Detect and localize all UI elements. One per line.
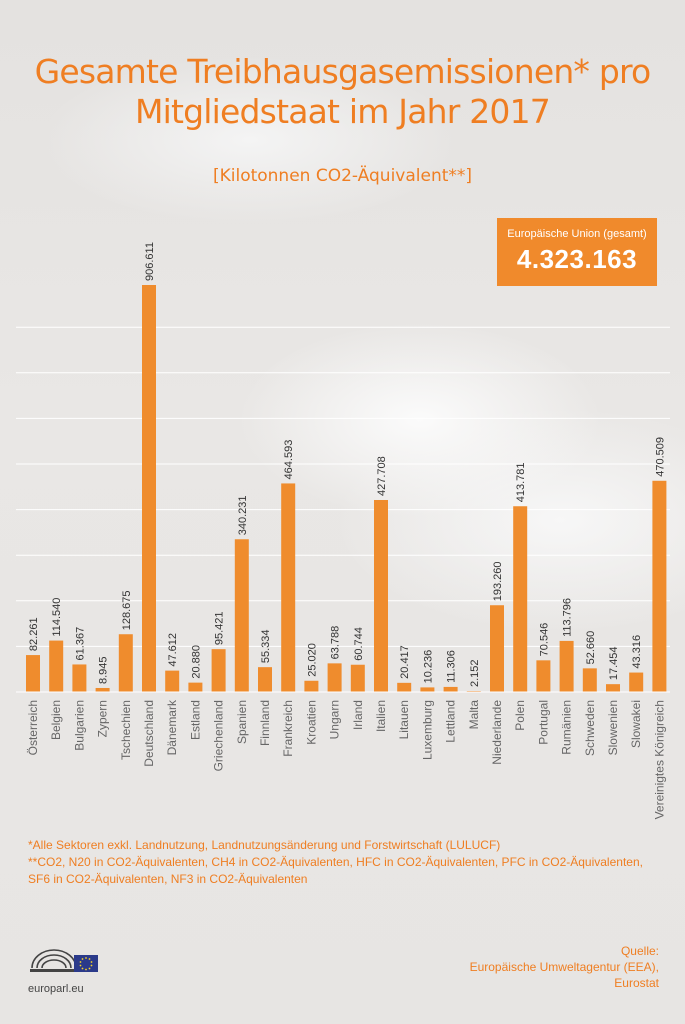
bar-slowenien: [606, 684, 620, 692]
category-label: Slowenien: [606, 700, 620, 755]
chart-subtitle: [Kilotonnen CO2-Äquivalent**]: [212, 166, 473, 186]
value-label: 11.306: [446, 650, 458, 683]
bar-frankreich: [281, 483, 296, 692]
category-label: Vereinigtes Königreich: [652, 700, 666, 819]
category-label: Rumänien: [560, 700, 574, 755]
category-label: Bulgarien: [72, 700, 86, 751]
value-label: 55.334: [260, 630, 272, 664]
value-label: 25.020: [306, 643, 318, 677]
category-label: Finnland: [258, 700, 272, 746]
category-label: Schweden: [583, 700, 597, 756]
value-label: 60.744: [353, 627, 365, 661]
category-label: Kroatien: [304, 700, 318, 745]
bar-rumänien: [559, 640, 574, 692]
value-label: 413.781: [515, 462, 527, 502]
bar-ungarn: [327, 663, 342, 692]
bar-österreich: [26, 655, 40, 692]
value-label: 43.316: [631, 635, 643, 669]
bar-tschechien: [118, 634, 133, 692]
value-label: 95.421: [214, 612, 226, 646]
bar-litauen: [397, 682, 412, 692]
category-label: Luxemburg: [420, 700, 434, 760]
category-label: Estland: [188, 700, 202, 740]
value-label: 10.236: [422, 650, 434, 684]
bar-griechenland: [211, 649, 226, 692]
category-label: Ungarn: [328, 700, 342, 739]
bar-bulgarien: [72, 664, 87, 692]
value-label: 340.231: [237, 495, 249, 535]
european-parliament-logo: [30, 949, 98, 972]
category-label: Italien: [374, 700, 388, 732]
category-label: Zypern: [96, 700, 110, 737]
value-label: 128.675: [121, 590, 133, 630]
value-label: 20.417: [399, 645, 411, 679]
footnote-2: **CO2, N20 in CO2-Äquivalenten, CH4 in C…: [28, 855, 643, 886]
bar-vereinigtes-königreich: [652, 480, 667, 692]
category-label: Malta: [467, 700, 481, 730]
category-label: Belgien: [49, 700, 63, 740]
category-label: Irland: [351, 700, 365, 730]
value-label: 52.660: [585, 631, 597, 665]
bar-finnland: [258, 667, 272, 692]
bar-chart: 82.261 Österreich 114.540 Belgien 61.367 Bulg…: [26, 242, 667, 820]
bar-dänemark: [165, 670, 180, 692]
category-label: Litauen: [397, 700, 411, 739]
bar-deutschland: [142, 285, 156, 692]
bar-irland: [350, 664, 365, 692]
bar-zypern: [95, 687, 110, 692]
category-label: Portugal: [536, 700, 550, 745]
bar-belgien: [49, 640, 64, 692]
category-label: Österreich: [26, 700, 40, 755]
bar-lettland: [443, 686, 458, 692]
value-label: 82.261: [28, 617, 40, 651]
value-label: 2.152: [469, 660, 481, 688]
value-label: 61.367: [74, 627, 86, 661]
eu-total-label: Europäische Union (gesamt): [507, 228, 647, 240]
category-label: Lettland: [444, 700, 458, 743]
category-label: Deutschland: [142, 700, 156, 767]
source-note: Quelle: Europäische Umweltagentur (EEA),…: [469, 944, 659, 990]
category-label: Dänemark: [165, 699, 179, 755]
value-label: 47.612: [167, 633, 179, 667]
value-label: 70.546: [538, 623, 550, 657]
bar-portugal: [536, 660, 551, 692]
footnotes: *Alle Sektoren exkl. Landnutzung, Landnu…: [28, 837, 668, 888]
chart-title: Gesamte Treibhausgasemissionen* pro Mitgl…: [34, 52, 652, 131]
bar-slowakei: [629, 672, 644, 692]
category-label: Slowakei: [629, 700, 643, 748]
value-label: 464.593: [283, 440, 295, 480]
category-label: Tschechien: [119, 700, 133, 760]
value-label: 17.454: [608, 647, 620, 681]
bar-kroatien: [304, 680, 319, 692]
site-link: europarl.eu: [28, 983, 84, 995]
category-label: Polen: [513, 700, 527, 731]
value-label: 906.611: [144, 242, 156, 281]
footnote-1: *Alle Sektoren exkl. Landnutzung, Landnu…: [28, 838, 501, 852]
category-label: Frankreich: [281, 700, 295, 757]
category-label: Griechenland: [212, 700, 226, 771]
category-label: Spanien: [235, 700, 249, 744]
value-label: 113.796: [562, 598, 574, 637]
category-label: Niederlande: [490, 700, 504, 765]
value-label: 193.260: [492, 561, 504, 601]
eu-total-value: 4.323.163: [516, 244, 638, 274]
bar-niederlande: [490, 605, 504, 692]
bar-spanien: [234, 539, 249, 692]
bar-italien: [374, 499, 388, 692]
value-label: 470.509: [654, 437, 666, 477]
bar-polen: [513, 506, 528, 692]
value-label: 114.540: [51, 598, 63, 637]
value-label: 8.945: [98, 656, 110, 684]
eu-total-box: Europäische Union (gesamt) 4.323.163: [497, 218, 657, 286]
bar-luxemburg: [420, 687, 435, 692]
bar-estland: [188, 682, 203, 692]
value-label: 20.880: [190, 645, 202, 679]
value-label: 63.788: [330, 626, 342, 660]
value-label: 427.708: [376, 456, 388, 496]
bar-schweden: [582, 668, 597, 692]
